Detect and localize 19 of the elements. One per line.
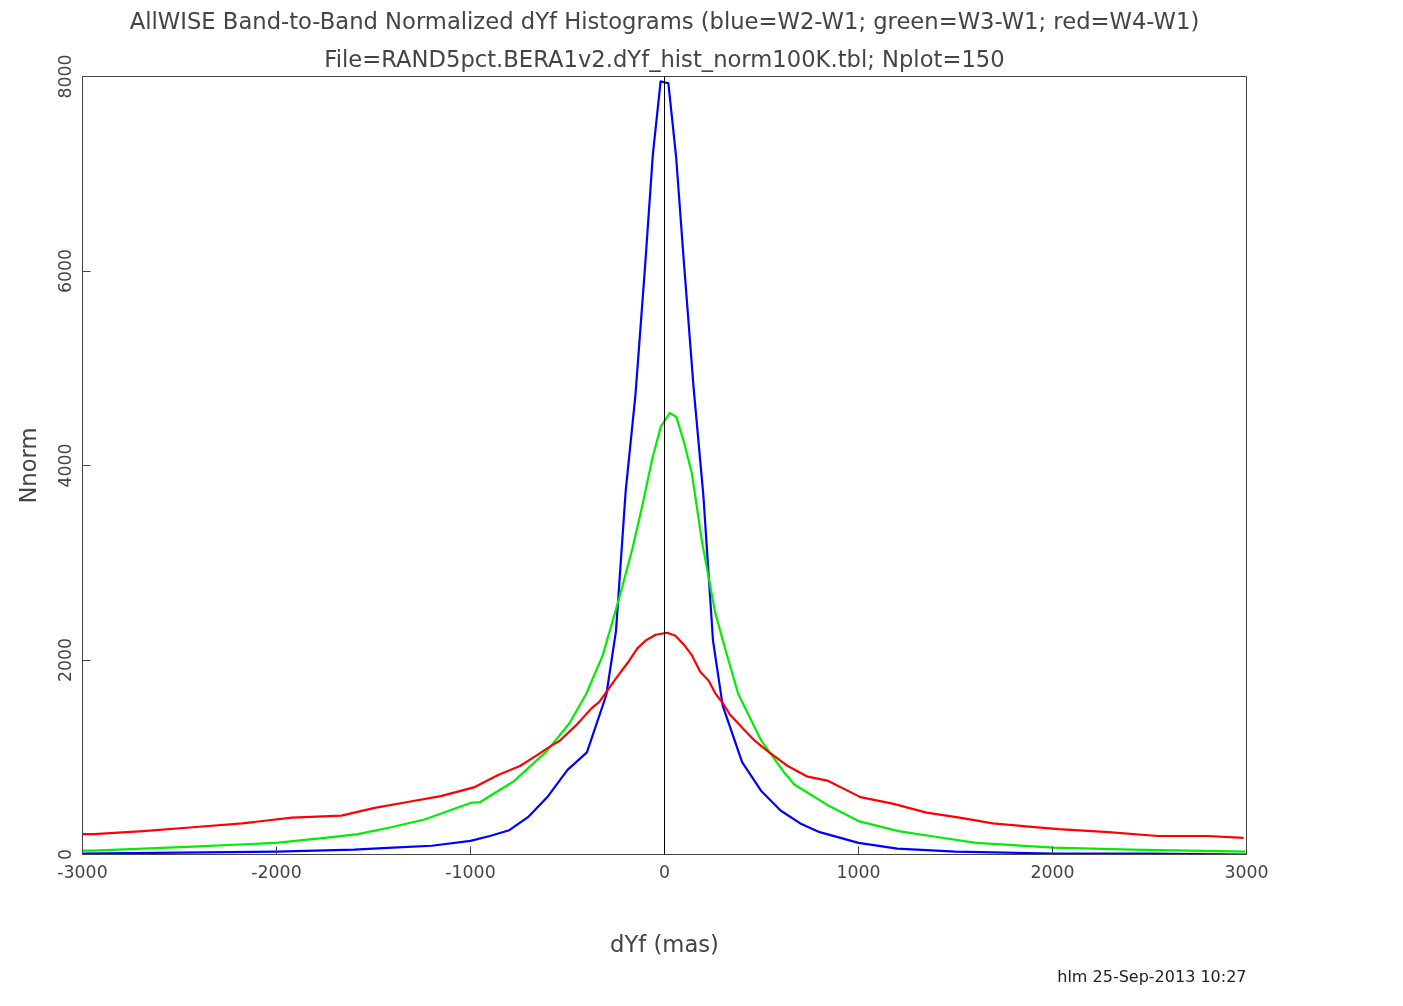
x-tick-label: 1000	[836, 861, 881, 882]
text: hlm 25-Sep-2013 10:27	[1057, 966, 1247, 986]
chart-title: AllWISE Band-to-Band Normalized dYf Histograms (blue=W2-W1; green=W3-W1; red=W4-W1)	[129, 7, 1200, 34]
y-axis-title: Nnorm	[14, 427, 41, 504]
y-tick-label: 2000	[54, 637, 75, 683]
line-series	[82, 80, 1247, 855]
y-tick-label: 0	[54, 848, 75, 861]
x-tick-label: 0	[658, 861, 671, 882]
y-tick-label: 6000	[54, 248, 75, 294]
x-tick-label: -1000	[445, 861, 496, 882]
x-tick-label: 2000	[1030, 861, 1075, 882]
chart-subtitle: File=RAND5pct.BERA1v2.dYf_hist_norm100K.tbl; Nplot=150	[324, 45, 1005, 72]
x-axis-title: dYf (mas)	[610, 930, 719, 957]
y-tick-label: 4000	[54, 443, 75, 488]
x-tick-label: -2000	[251, 861, 302, 882]
line-series	[82, 631, 1245, 840]
x-tick-label: 3000	[1224, 861, 1269, 882]
x-tick-label: -3000	[57, 861, 108, 882]
y-tick-label: 8000	[54, 54, 75, 99]
